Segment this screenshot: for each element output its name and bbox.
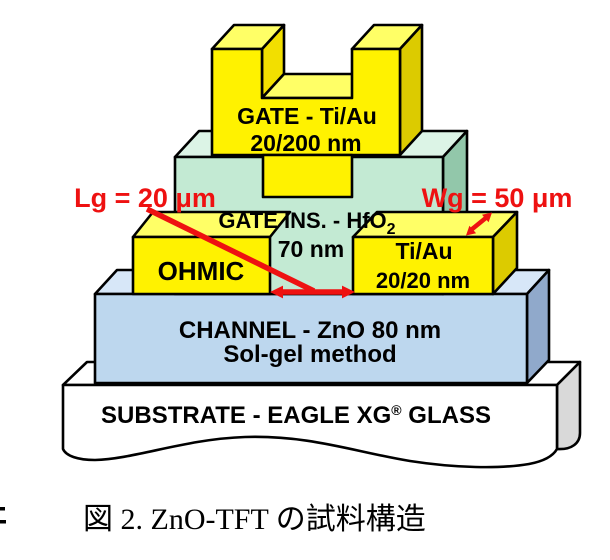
substrate-label: SUBSTRATE - EAGLE XG® GLASS [101, 402, 491, 429]
ohmic-label: OHMIC [158, 256, 245, 286]
arrowhead-upper [482, 212, 492, 223]
figure-caption: 図 2. ZnO-TFT の試料構造 [83, 503, 426, 536]
gate-insulator-label-line1: GATE INS. - HfO2 [218, 208, 395, 238]
substrate-front-face [61, 383, 559, 469]
channel-label-line2: Sol-gel method [223, 341, 396, 368]
substrate-label-end: GLASS [402, 402, 491, 429]
gate-width-double-arrow [466, 212, 492, 236]
gate-length-label: Lg = 20 μm [74, 183, 216, 213]
arrowhead-lower [466, 225, 477, 236]
gate-side-face [398, 23, 424, 157]
electrode-label-line2: 20/20 nm [376, 268, 470, 293]
gate-length-double-arrow [270, 285, 355, 299]
channel-label-line1: CHANNEL - ZnO 80 nm [179, 317, 441, 344]
clipped-character-fragment [0, 507, 6, 524]
gate-label-line1: GATE - Ti/Au [237, 103, 377, 129]
substrate-label-main: SUBSTRATE - EAGLE XG [101, 402, 391, 429]
gate-width-label: Wg = 50 μm [422, 183, 573, 213]
gate-insulator-label-main: GATE INS. - HfO [218, 208, 386, 233]
arrowhead-left [270, 285, 283, 299]
electrode-label-line1: Ti/Au [395, 238, 452, 264]
gate-length-leader-line [145, 206, 316, 294]
gate-insulator-label-subscript: 2 [387, 221, 396, 238]
gate-step-front-face [261, 153, 354, 199]
arrowhead-right [342, 285, 355, 299]
gate-label-line2: 20/200 nm [250, 130, 361, 156]
electrode-front-face [351, 235, 495, 296]
gate-insulator-label-line2: 70 nm [278, 236, 344, 262]
registered-trademark-symbol: ® [391, 402, 402, 418]
